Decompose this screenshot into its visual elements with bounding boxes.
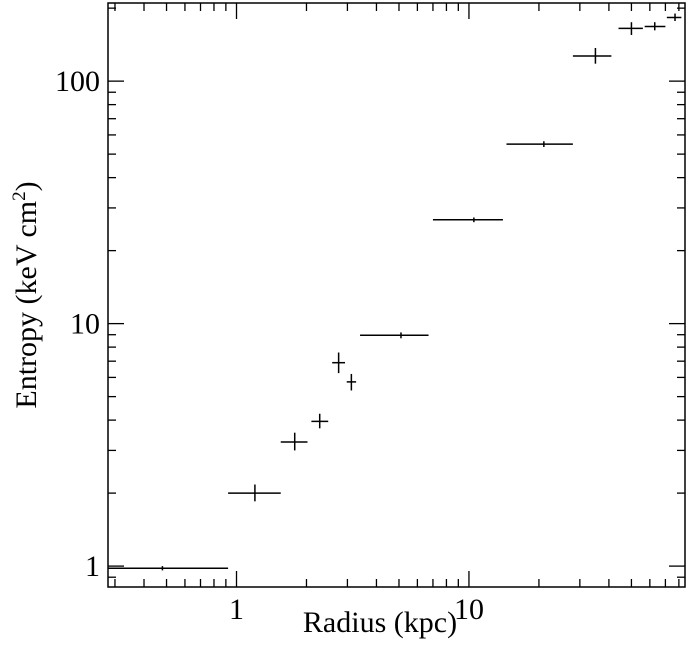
- y-axis-title-main: Entropy (keV cm: [10, 201, 43, 409]
- data-points: [108, 13, 682, 571]
- data-point: [332, 352, 346, 374]
- data-point: [506, 141, 573, 148]
- data-point: [666, 13, 682, 22]
- x-tick-label: 1: [229, 593, 244, 626]
- data-point: [644, 22, 666, 31]
- data-point: [572, 47, 612, 64]
- tick-labels: 1 10 1 10 100: [55, 65, 484, 626]
- axis-ticks: [108, 3, 685, 587]
- data-point: [228, 484, 281, 502]
- x-axis-title: Radius (kpc): [303, 606, 457, 639]
- x-tick-label: 10: [454, 593, 484, 626]
- data-point: [280, 432, 308, 451]
- data-point: [108, 566, 229, 571]
- data-point: [346, 373, 357, 391]
- data-point: [360, 332, 429, 339]
- data-point: [311, 413, 329, 429]
- y-tick-label: 1: [85, 550, 100, 583]
- y-tick-label: 10: [70, 308, 100, 341]
- y-axis-title-close: ): [10, 181, 43, 191]
- y-tick-label: 100: [55, 65, 100, 98]
- data-point: [432, 217, 503, 223]
- data-point: [618, 22, 643, 35]
- plot-frame: [107, 2, 686, 588]
- y-axis-title: Entropy (keV cm2): [9, 181, 43, 408]
- y-axis-title-superscript: 2: [9, 191, 30, 201]
